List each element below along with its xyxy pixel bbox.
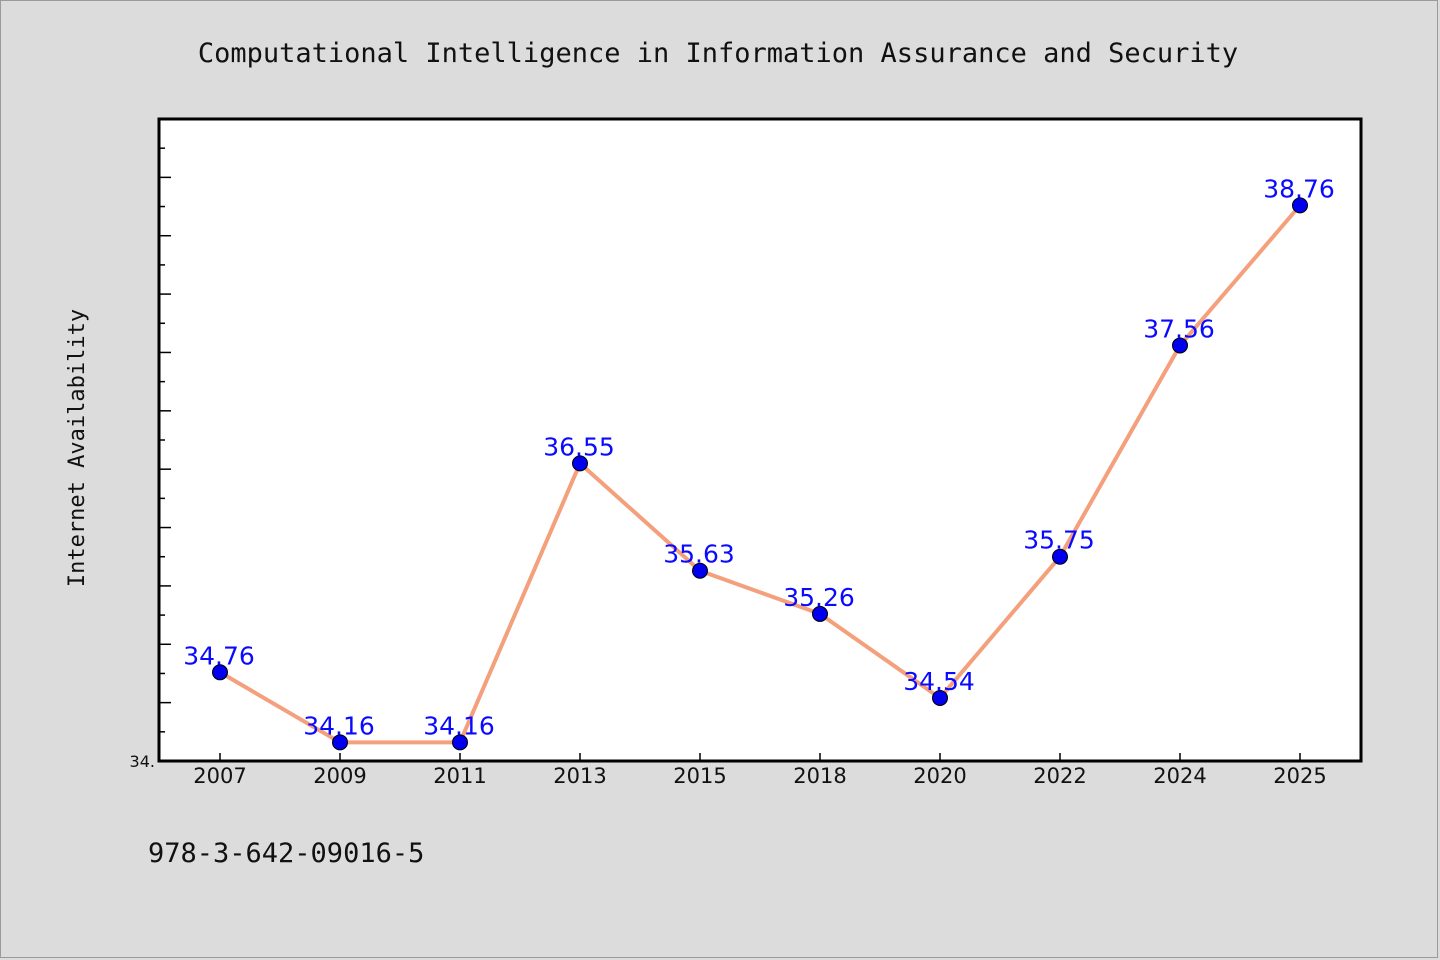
data-point	[812, 605, 828, 622]
plot-area	[157, 117, 1363, 763]
isbn-footer: 978-3-642-09016-5	[148, 838, 424, 869]
x-tick-label: 2018	[793, 764, 846, 788]
data-label: 35.75	[1023, 526, 1095, 555]
data-label: 34.16	[423, 711, 495, 740]
series-line	[218, 204, 1302, 745]
data-label: 34.76	[183, 641, 255, 670]
y-tick-label: 34.	[130, 752, 155, 771]
x-tick-label: 2015	[673, 764, 726, 788]
series-layer: 34.76 34.16 34.16 36.55 35.63 35.26 34.54 35.75…	[183, 174, 1335, 751]
data-point	[1172, 337, 1188, 354]
x-tick-label: 2020	[913, 764, 966, 788]
data-point	[572, 455, 588, 472]
data-point	[212, 664, 228, 681]
chart-title: Computational Intelligence in Informatio…	[198, 38, 1238, 69]
data-point	[932, 689, 948, 706]
x-tick-label: 2011	[433, 764, 486, 788]
data-point	[452, 734, 468, 751]
data-label: 34.54	[903, 667, 975, 696]
x-tick-label: 2024	[1153, 764, 1206, 788]
data-label: 34.16	[303, 711, 375, 740]
y-axis-label: Internet Availability	[65, 309, 90, 587]
x-tick-label: 2009	[313, 764, 366, 788]
x-tick-label: 2007	[193, 764, 246, 788]
data-label: 36.55	[543, 432, 615, 461]
data-point	[332, 734, 348, 751]
data-point	[1052, 548, 1068, 565]
x-tick-label: 2013	[553, 764, 606, 788]
data-label: 35.63	[663, 540, 735, 569]
x-axis-ticks: 2007 2009 2011 2013 2015 2018 2020 2022 2024 2025	[193, 753, 1327, 788]
x-tick-label: 2025	[1273, 764, 1326, 788]
x-tick-label: 2022	[1033, 764, 1086, 788]
data-label: 37.56	[1143, 314, 1215, 343]
data-label: 38.76	[1263, 174, 1335, 203]
data-point	[1292, 197, 1308, 214]
data-point	[692, 562, 708, 579]
y-axis-ticks: 34.	[130, 147, 171, 771]
data-label: 35.26	[783, 583, 855, 612]
